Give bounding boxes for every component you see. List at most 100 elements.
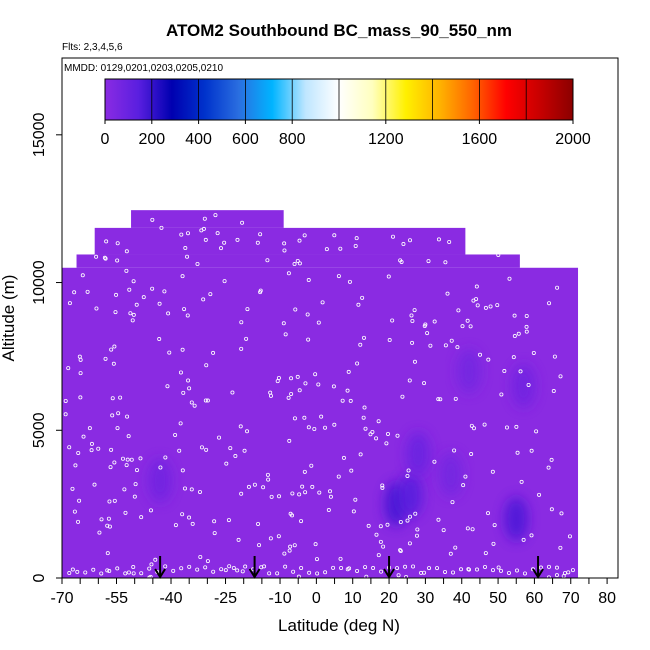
sample-point xyxy=(475,303,480,308)
sample-point xyxy=(432,459,437,464)
sample-point xyxy=(286,395,291,400)
sample-point xyxy=(511,355,516,360)
sample-point xyxy=(470,527,475,532)
flights-subtitle: Flts: 2,3,4,5,6 xyxy=(62,42,123,53)
sample-point xyxy=(554,565,559,570)
sample-point xyxy=(111,361,116,366)
sample-point xyxy=(512,313,517,318)
sample-point xyxy=(124,268,129,273)
x-tick-label: 10 xyxy=(344,590,362,607)
sample-point xyxy=(529,448,534,453)
x-tick-label: 70 xyxy=(562,590,580,607)
sample-point xyxy=(266,477,271,482)
sample-point xyxy=(201,297,206,302)
sample-point xyxy=(313,542,318,547)
sample-point xyxy=(78,371,83,376)
sample-point xyxy=(316,320,321,325)
sample-point xyxy=(419,570,424,575)
sample-point xyxy=(243,564,248,569)
x-tick-label: 40 xyxy=(453,590,471,607)
sample-point xyxy=(410,340,415,345)
sample-point xyxy=(303,381,308,386)
sample-point xyxy=(358,342,363,347)
sample-point xyxy=(338,556,343,561)
sample-point xyxy=(115,241,120,246)
sample-point xyxy=(347,279,352,284)
y-tick-label: 5000 xyxy=(31,412,48,448)
sample-point xyxy=(67,445,72,450)
sample-point xyxy=(157,301,162,306)
sample-point xyxy=(287,438,292,443)
sample-point xyxy=(180,347,185,352)
sample-point xyxy=(403,564,408,569)
sample-point xyxy=(408,238,413,243)
sample-point xyxy=(288,511,293,516)
sample-point xyxy=(426,259,431,264)
sample-point xyxy=(76,450,81,455)
sample-point xyxy=(306,278,311,283)
sample-point xyxy=(187,386,192,391)
sample-point xyxy=(292,543,297,548)
sample-point xyxy=(559,511,564,516)
sample-point xyxy=(413,511,418,516)
sample-point xyxy=(97,530,102,535)
sample-point xyxy=(456,308,461,313)
sample-point xyxy=(63,412,68,417)
sample-point xyxy=(94,306,99,311)
sample-point xyxy=(491,541,496,546)
sample-point xyxy=(317,490,322,495)
sample-point xyxy=(390,234,395,239)
sample-point xyxy=(471,426,476,431)
flight-marker-arrow xyxy=(248,556,261,579)
sample-point xyxy=(290,491,295,496)
sample-point xyxy=(181,390,186,395)
sample-point xyxy=(192,403,197,408)
sample-point xyxy=(296,574,301,578)
sample-point xyxy=(141,295,146,300)
sample-point xyxy=(203,565,208,570)
sample-point xyxy=(562,571,567,576)
sample-point xyxy=(177,448,182,453)
sample-point xyxy=(514,424,519,429)
sample-point xyxy=(447,240,452,245)
sample-point xyxy=(112,344,117,349)
sample-point xyxy=(474,297,479,302)
sample-point xyxy=(70,486,75,491)
sample-point xyxy=(443,569,448,574)
sample-point xyxy=(131,279,136,284)
sample-point xyxy=(521,537,526,542)
sample-point xyxy=(374,436,379,441)
sample-point xyxy=(178,421,183,426)
sample-point xyxy=(443,343,448,348)
sample-point xyxy=(360,295,365,300)
sample-point xyxy=(385,431,390,436)
sample-point xyxy=(244,336,249,341)
sample-point xyxy=(316,382,321,387)
sample-point xyxy=(376,419,381,424)
sample-point xyxy=(75,569,80,574)
sample-point xyxy=(282,551,287,556)
sample-point xyxy=(546,564,551,569)
sample-point xyxy=(203,237,208,242)
sample-point xyxy=(295,258,300,263)
sample-point xyxy=(240,569,245,574)
sample-point xyxy=(567,534,572,539)
sample-point xyxy=(384,441,389,446)
sample-point xyxy=(150,217,155,222)
sample-point xyxy=(387,338,392,343)
sample-point xyxy=(126,434,131,439)
sample-point xyxy=(486,511,491,516)
sample-point xyxy=(115,426,120,431)
colorbar: 0 200 400 600 800 1200 1600 2000 xyxy=(101,78,591,148)
sample-point xyxy=(114,292,119,297)
sample-point xyxy=(187,515,192,520)
sample-point xyxy=(324,247,329,252)
sample-point xyxy=(427,566,432,571)
sample-point xyxy=(326,508,331,513)
sample-point xyxy=(436,237,441,242)
sample-point xyxy=(162,289,167,294)
sample-point xyxy=(80,273,85,278)
sample-point xyxy=(455,345,460,350)
x-tick-label: -25 xyxy=(214,590,237,607)
sample-point xyxy=(180,468,185,473)
